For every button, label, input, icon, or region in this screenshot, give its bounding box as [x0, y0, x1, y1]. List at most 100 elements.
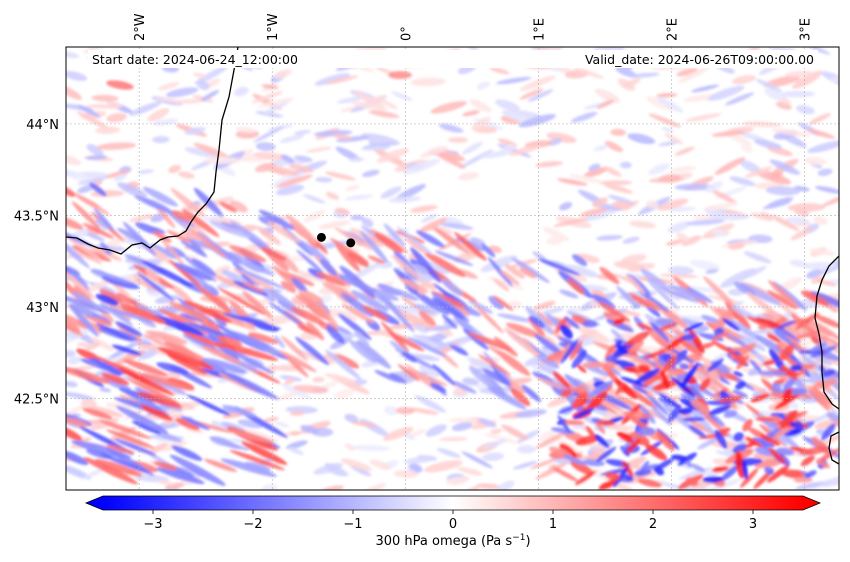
field-streak: [219, 201, 238, 213]
field-streak: [711, 130, 745, 137]
field-streak: [784, 349, 811, 378]
field-streak: [685, 219, 725, 226]
field-streak: [799, 446, 830, 456]
field-streak: [403, 158, 441, 175]
field-streak: [532, 251, 548, 262]
field-streak: [457, 269, 478, 279]
field-streak: [585, 425, 598, 441]
field-streak: [152, 230, 172, 243]
field-streak: [816, 458, 831, 469]
field-streak: [634, 468, 652, 477]
field-streak: [705, 181, 723, 193]
field-streak: [506, 322, 542, 338]
field-streak: [740, 468, 759, 488]
field-streak: [812, 379, 836, 390]
field-streak: [742, 120, 782, 128]
field-streak: [733, 281, 756, 297]
field-streak: [186, 394, 231, 416]
field-streak: [139, 347, 161, 360]
field-streak: [629, 340, 644, 353]
colorbar-tick-label: 2: [649, 517, 657, 532]
field-streak: [806, 128, 836, 139]
field-streak: [749, 359, 763, 373]
field-streak: [615, 66, 638, 78]
field-streak: [412, 304, 435, 315]
field-streak: [753, 139, 783, 149]
field-streak: [424, 252, 466, 277]
field-streak: [95, 459, 143, 477]
field-streak: [474, 304, 504, 334]
field-streak: [157, 479, 175, 486]
field-streak: [810, 335, 821, 345]
field-streak: [529, 315, 545, 328]
field-streak: [419, 147, 448, 158]
field-streak: [436, 448, 461, 458]
field-streak: [559, 202, 573, 211]
field-streak: [119, 304, 135, 317]
field-streak: [552, 371, 570, 388]
field-streak: [68, 266, 90, 291]
field-streak: [228, 245, 267, 263]
field-streak: [514, 409, 547, 418]
field-streak: [630, 72, 660, 78]
field-streak: [803, 47, 831, 55]
field-streak: [712, 309, 733, 332]
field-streak: [389, 287, 419, 301]
field-streak: [821, 369, 836, 377]
field-streak: [733, 371, 744, 377]
field-streak: [708, 405, 732, 415]
field-streak: [493, 278, 510, 292]
field-streak: [96, 142, 137, 150]
field-streak: [577, 384, 587, 394]
field-streak: [723, 410, 738, 418]
field-streak: [273, 335, 286, 349]
field-streak: [467, 332, 512, 351]
lat-tick-label: 43°N: [26, 301, 59, 316]
field-streak: [771, 128, 811, 137]
field-streak: [123, 359, 168, 377]
field-streak: [77, 184, 95, 194]
field-streak: [201, 215, 225, 222]
colorbar-label-close: ): [525, 534, 530, 549]
field-streak: [656, 96, 684, 113]
field-streak: [820, 254, 839, 275]
field-streak: [382, 426, 414, 441]
field-streak: [471, 116, 491, 130]
field-streak: [351, 290, 389, 312]
field-streak: [553, 217, 589, 227]
field-streak: [279, 134, 305, 143]
field-streak: [688, 424, 707, 439]
field-streak: [645, 96, 673, 111]
field-streak: [101, 372, 130, 385]
field-streak: [193, 72, 207, 79]
field-streak: [650, 404, 672, 426]
field-streak: [530, 458, 558, 469]
field-streak: [145, 267, 160, 284]
field-streak: [230, 220, 270, 249]
field-streak: [281, 335, 308, 362]
field-streak: [368, 110, 400, 119]
field-streak: [237, 419, 264, 429]
field-streak: [711, 352, 729, 363]
field-streak: [699, 342, 715, 350]
field-streak: [171, 210, 192, 222]
field-streak: [691, 84, 720, 93]
lon-tick-label: 2°E: [665, 18, 680, 41]
field-streak: [129, 214, 153, 222]
field-streak: [409, 463, 423, 473]
field-streak: [809, 248, 836, 256]
field-streak: [241, 281, 266, 293]
field-streak: [244, 262, 275, 276]
field-streak: [794, 330, 821, 340]
field-streak: [762, 200, 792, 210]
field-streak: [646, 200, 659, 209]
field-streak: [143, 334, 178, 352]
field-streak: [296, 239, 331, 265]
field-streak: [702, 475, 723, 483]
colorbar-ticks: −3 −2 −1 0 1 2 3: [143, 510, 757, 532]
field-streak: [757, 370, 787, 376]
field-streak: [314, 73, 351, 86]
field-streak: [350, 101, 389, 111]
field-streak: [718, 395, 744, 403]
field-streak: [380, 186, 402, 199]
